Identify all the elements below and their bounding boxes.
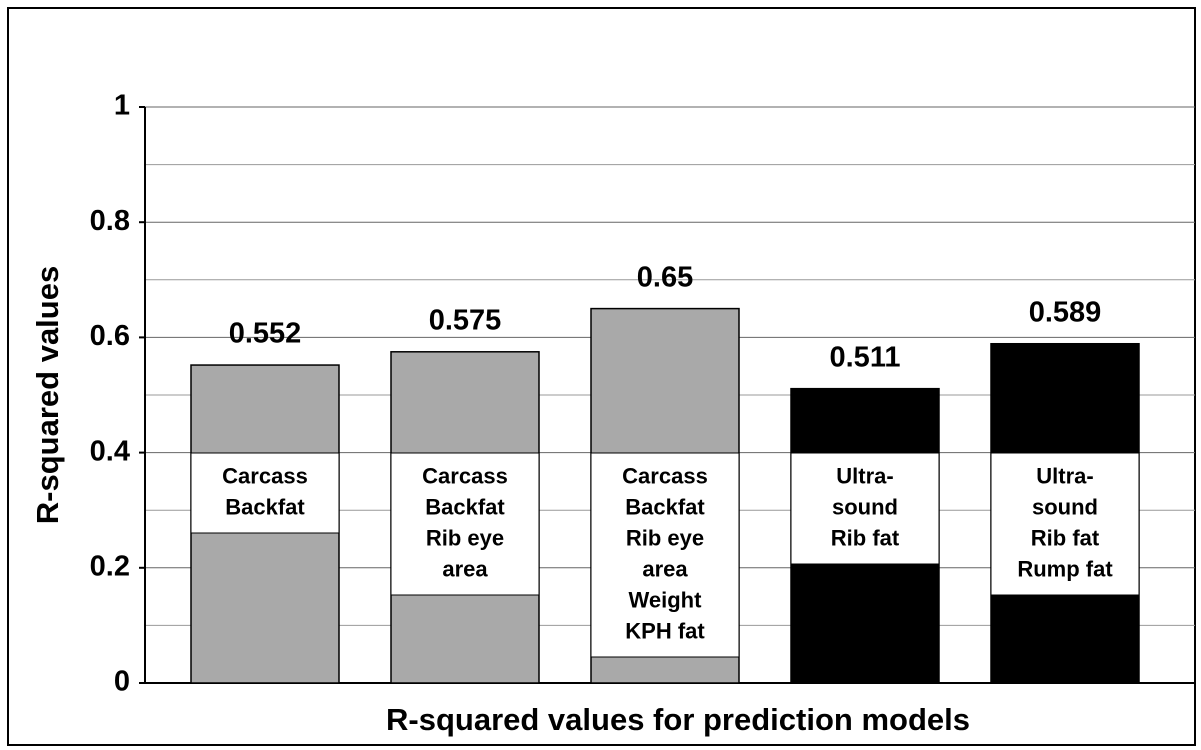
category-label: Rib fat xyxy=(831,525,900,550)
category-box xyxy=(590,452,740,658)
category-label: Backfat xyxy=(625,494,705,519)
category-label: KPH fat xyxy=(625,618,705,643)
category-label: Rib eye xyxy=(426,525,504,550)
category-label: sound xyxy=(832,494,898,519)
category-label: Rib fat xyxy=(1031,525,1100,550)
y-axis-label: R-squared values xyxy=(30,266,65,524)
value-label: 0.552 xyxy=(229,318,302,350)
category-label: Backfat xyxy=(225,494,305,519)
category-box xyxy=(990,452,1140,596)
category-label: Carcass xyxy=(422,463,508,488)
value-label: 0.511 xyxy=(830,341,901,373)
category-label: Weight xyxy=(629,587,703,612)
category-label: area xyxy=(642,556,688,581)
category-label: area xyxy=(442,556,488,581)
value-label: 0.575 xyxy=(429,304,502,336)
category-box xyxy=(190,452,340,534)
y-tick-label: 0 xyxy=(114,666,130,698)
category-label: sound xyxy=(1032,494,1098,519)
category-label: Ultra- xyxy=(836,463,893,488)
category-label: Rump fat xyxy=(1017,556,1113,581)
category-label: Ultra- xyxy=(1036,463,1093,488)
y-tick-label: 0.2 xyxy=(90,550,130,582)
y-tick-label: 0.4 xyxy=(90,435,130,467)
category-box xyxy=(390,452,540,596)
category-label: Carcass xyxy=(222,463,308,488)
y-tick-label: 1 xyxy=(114,90,130,122)
category-label: Carcass xyxy=(622,463,708,488)
x-axis-label: R-squared values for prediction models xyxy=(386,702,970,737)
category-box xyxy=(790,452,940,565)
value-label: 0.65 xyxy=(637,261,693,293)
y-tick-label: 0.6 xyxy=(90,320,130,352)
y-tick-label: 0.8 xyxy=(90,205,130,237)
category-label: Backfat xyxy=(425,494,505,519)
frame xyxy=(7,7,1196,746)
value-label: 0.589 xyxy=(1029,296,1102,328)
category-label: Rib eye xyxy=(626,525,704,550)
